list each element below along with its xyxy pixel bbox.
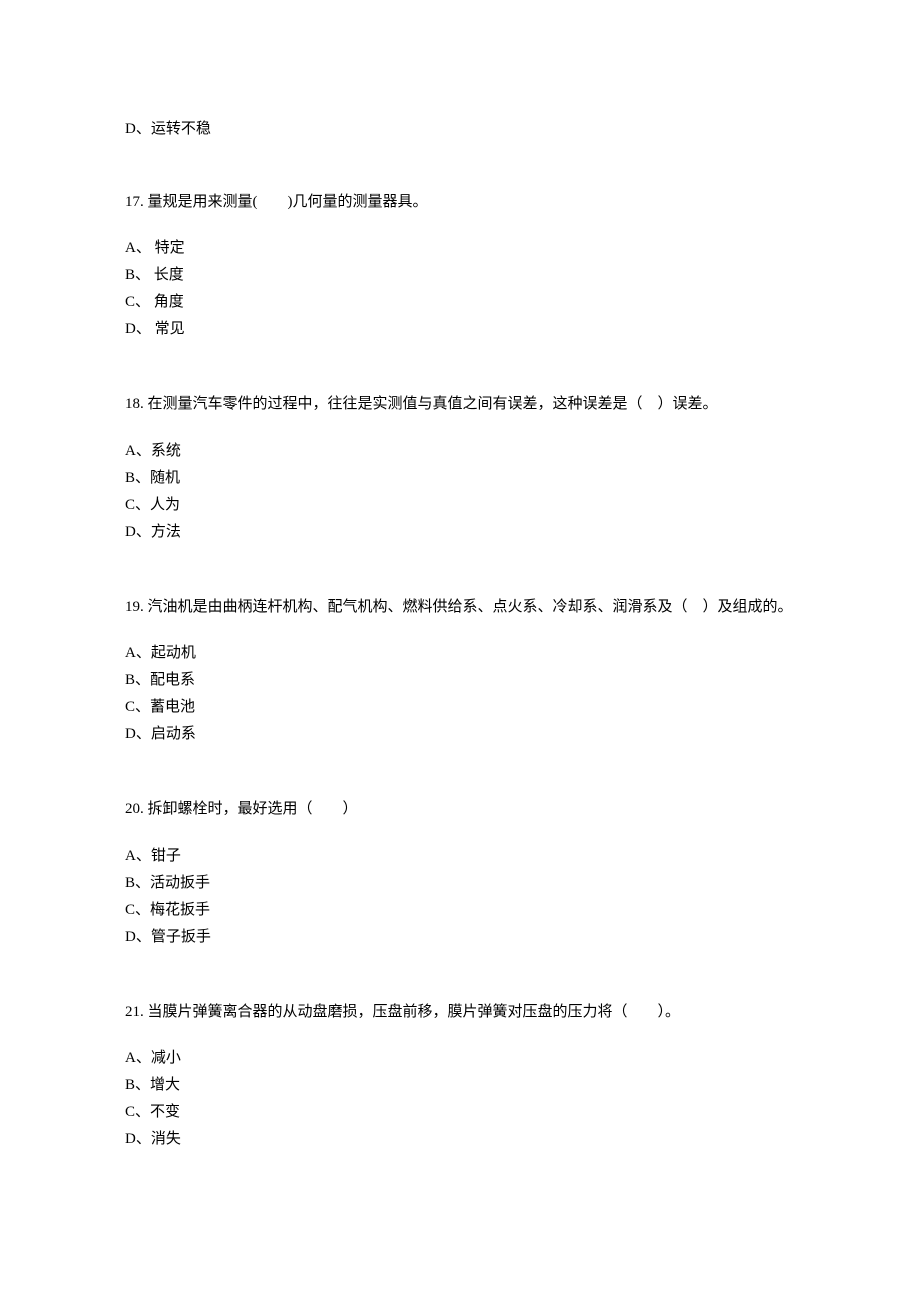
options-list: A、起动机 B、配电系 C、蓄电池 D、启动系: [125, 640, 795, 748]
option-b: B、 长度: [125, 262, 795, 289]
question-20: 20. 拆卸螺栓时，最好选用（ ） A、钳子 B、活动扳手 C、梅花扳手 D、管…: [125, 798, 795, 951]
option-a: A、钳子: [125, 843, 795, 870]
option-c: C、蓄电池: [125, 694, 795, 721]
question-text: 17. 量规是用来测量( )几何量的测量器具。: [125, 191, 795, 214]
option-b: B、配电系: [125, 667, 795, 694]
option-b: B、活动扳手: [125, 870, 795, 897]
question-content: 在测量汽车零件的过程中，往往是实测值与真值之间有误差，这种误差是（ ）误差。: [148, 396, 718, 412]
question-number: 21.: [125, 1004, 144, 1020]
option-c: C、梅花扳手: [125, 897, 795, 924]
option-a: A、 特定: [125, 235, 795, 262]
question-content: 汽油机是由曲柄连杆机构、配气机构、燃料供给系、点火系、冷却系、润滑系及（ ）及组…: [148, 599, 793, 615]
option-d: D、启动系: [125, 721, 795, 748]
option-b: B、随机: [125, 465, 795, 492]
option-d: D、 常见: [125, 316, 795, 343]
question-number: 17.: [125, 194, 144, 210]
orphan-option: D、运转不稳: [125, 118, 795, 141]
question-number: 18.: [125, 396, 144, 412]
question-17: 17. 量规是用来测量( )几何量的测量器具。 A、 特定 B、 长度 C、 角…: [125, 191, 795, 344]
option-d: D、管子扳手: [125, 924, 795, 951]
option-d: D、方法: [125, 519, 795, 546]
option-c: C、 角度: [125, 289, 795, 316]
question-number: 20.: [125, 801, 144, 817]
options-list: A、系统 B、随机 C、人为 D、方法: [125, 438, 795, 546]
question-content: 拆卸螺栓时，最好选用（ ）: [148, 801, 358, 817]
option-b: B、增大: [125, 1072, 795, 1099]
question-21: 21. 当膜片弹簧离合器的从动盘磨损，压盘前移，膜片弹簧对压盘的压力将（ ）。 …: [125, 1001, 795, 1154]
question-18: 18. 在测量汽车零件的过程中，往往是实测值与真值之间有误差，这种误差是（ ）误…: [125, 393, 795, 546]
question-text: 20. 拆卸螺栓时，最好选用（ ）: [125, 798, 795, 821]
options-list: A、钳子 B、活动扳手 C、梅花扳手 D、管子扳手: [125, 843, 795, 951]
options-list: A、减小 B、增大 C、不变 D、消失: [125, 1045, 795, 1153]
option-c: C、人为: [125, 492, 795, 519]
option-d: D、消失: [125, 1126, 795, 1153]
question-content: 当膜片弹簧离合器的从动盘磨损，压盘前移，膜片弹簧对压盘的压力将（ ）。: [148, 1004, 681, 1020]
option-a: A、起动机: [125, 640, 795, 667]
question-text: 18. 在测量汽车零件的过程中，往往是实测值与真值之间有误差，这种误差是（ ）误…: [125, 393, 795, 416]
options-list: A、 特定 B、 长度 C、 角度 D、 常见: [125, 235, 795, 343]
question-number: 19.: [125, 599, 144, 615]
question-text: 21. 当膜片弹簧离合器的从动盘磨损，压盘前移，膜片弹簧对压盘的压力将（ ）。: [125, 1001, 795, 1024]
question-content: 量规是用来测量( )几何量的测量器具。: [148, 194, 428, 210]
question-19: 19. 汽油机是由曲柄连杆机构、配气机构、燃料供给系、点火系、冷却系、润滑系及（…: [125, 596, 795, 749]
option-c: C、不变: [125, 1099, 795, 1126]
option-a: A、系统: [125, 438, 795, 465]
option-a: A、减小: [125, 1045, 795, 1072]
question-text: 19. 汽油机是由曲柄连杆机构、配气机构、燃料供给系、点火系、冷却系、润滑系及（…: [125, 596, 795, 619]
